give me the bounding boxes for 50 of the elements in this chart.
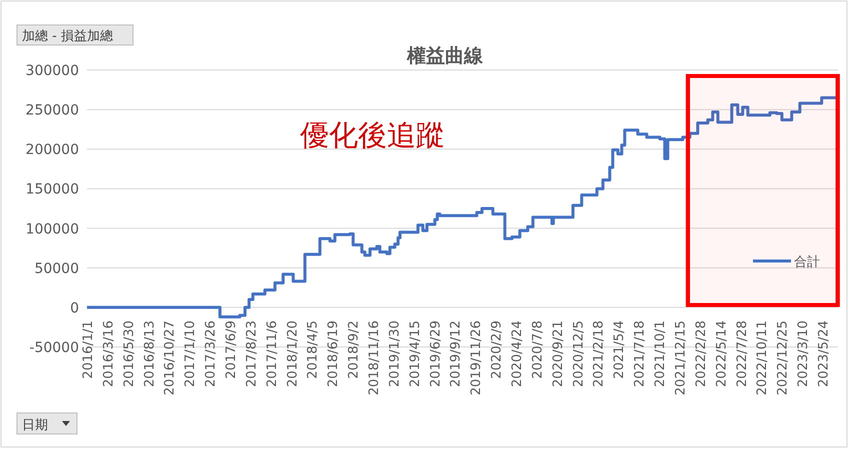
x-tick-label: 2020/12/5: [571, 320, 586, 388]
x-tick-label: 2022/12/25: [776, 320, 791, 396]
x-tick-label: 2018/4/5: [306, 320, 321, 379]
legend-label: 合計: [794, 255, 820, 270]
x-tick-label: 2021/10/1: [653, 320, 668, 388]
x-tick-label: 2020/2/9: [490, 320, 505, 379]
annotation: 優化後追蹤: [300, 118, 445, 152]
x-tick-label: 2023/3/10: [796, 320, 812, 388]
field-button: 加總 - 損益加總: [16, 24, 134, 46]
x-tick-label: 2020/4/24: [510, 320, 526, 388]
x-tick-label: 2021/12/15: [673, 320, 688, 396]
x-tick-label: 2016/8/13: [142, 320, 158, 388]
x-tick-label: 2020/9/21: [550, 320, 566, 388]
x-tick-label: 2019/6/29: [428, 320, 444, 388]
y-tick-label: 250000: [26, 102, 79, 119]
x-tick-label: 2021/5/4: [612, 320, 628, 379]
x-tick-label: 2021/7/18: [632, 320, 648, 388]
x-tick-label: 2016/10/27: [162, 320, 178, 396]
x-tick-label: 2017/1/10: [183, 320, 198, 388]
x-tick-label: 2022/10/11: [755, 320, 770, 396]
x-tick-label: 2022/2/28: [694, 320, 709, 388]
x-tick-label: 2018/6/19: [326, 320, 342, 388]
x-tick-label: 2017/3/26: [204, 320, 219, 388]
x-tick-label: 2016/5/30: [122, 320, 137, 388]
x-tick-label: 2022/7/28: [734, 320, 750, 388]
x-tick-label: 2016/3/16: [101, 320, 116, 388]
x-tick-label: 2019/1/30: [387, 320, 402, 388]
chart-title: 權益曲線: [406, 45, 484, 67]
x-tick-label: 2017/8/23: [244, 320, 260, 388]
x-tick-label: 2017/11/6: [264, 320, 280, 388]
x-tick-label: 2023/5/24: [816, 320, 832, 388]
x-tick-label: 2018/11/16: [367, 320, 382, 396]
y-tick-label: 150000: [26, 182, 79, 198]
y-tick-label: 0: [70, 300, 79, 316]
y-tick-label: 200000: [26, 142, 79, 158]
y-tick-label: 100000: [26, 221, 79, 238]
x-tick-label: 2019/4/15: [408, 320, 423, 388]
x-tick-label: 2022/5/14: [714, 320, 730, 388]
y-tick-label: -50000: [29, 340, 79, 356]
x-tick-label: 2016/1/1: [81, 320, 96, 379]
x-tick-label: 2018/9/2: [346, 320, 362, 379]
y-tick-label: 300000: [26, 63, 79, 79]
x-tick-label: 2017/6/9: [224, 320, 240, 379]
field-button: 日期: [16, 412, 78, 434]
x-tick-label: 2021/2/18: [592, 320, 607, 388]
x-tick-label: 2019/11/26: [469, 320, 484, 396]
x-tick-label: 2019/9/12: [448, 320, 464, 388]
y-tick-label: 50000: [34, 260, 79, 277]
x-tick-label: 2018/1/20: [285, 320, 300, 388]
x-tick-label: 2020/7/8: [530, 320, 546, 379]
